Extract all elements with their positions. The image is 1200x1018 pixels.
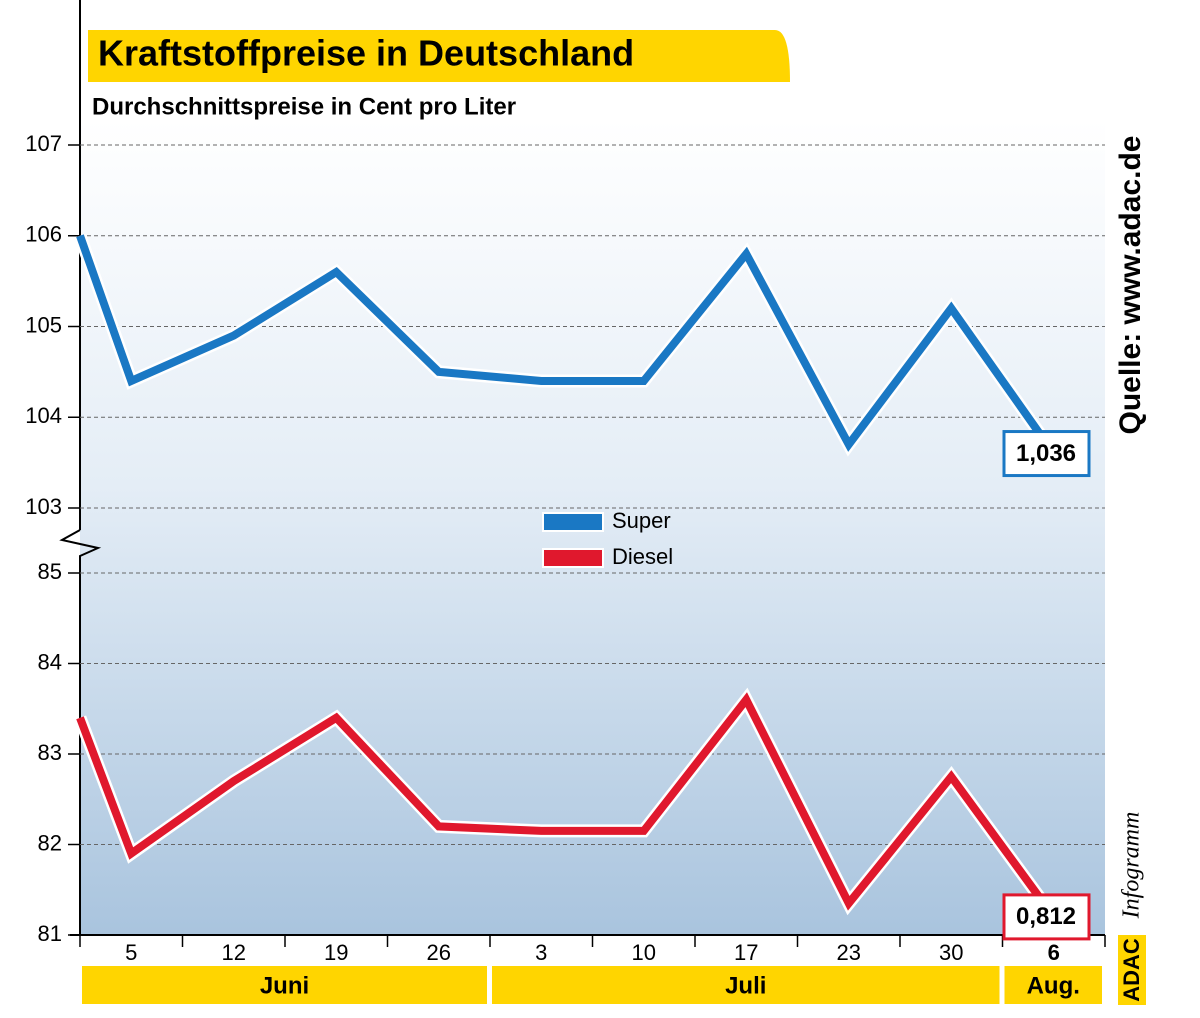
value-label: 0,812 xyxy=(1016,903,1076,930)
x-tick-label: 3 xyxy=(535,940,547,965)
y-tick-label: 105 xyxy=(25,312,62,337)
legend-label: Super xyxy=(612,508,671,533)
month-band xyxy=(82,966,487,1004)
month-label: Aug. xyxy=(1027,972,1080,999)
x-tick-label: 23 xyxy=(837,940,861,965)
x-tick-label: 6 xyxy=(1048,940,1060,965)
series-line xyxy=(76,692,1057,920)
value-label-box xyxy=(1002,893,1091,941)
y-tick-label: 81 xyxy=(38,921,62,946)
y-tick-label: 107 xyxy=(25,131,62,156)
y-tick-label: 85 xyxy=(38,559,62,584)
y-axis-break xyxy=(59,529,102,935)
month-label: Juni xyxy=(260,972,309,999)
x-tick-label: 19 xyxy=(324,940,348,965)
y-tick-label: 104 xyxy=(25,403,62,428)
value-label: 1,036 xyxy=(1016,440,1076,467)
brand-box xyxy=(1118,935,1146,1005)
x-tick-label: 17 xyxy=(734,940,758,965)
y-tick-label: 84 xyxy=(38,649,62,674)
y-tick-label: 106 xyxy=(25,222,62,247)
legend-swatch xyxy=(542,548,604,568)
title-box xyxy=(88,30,790,82)
legend-swatch xyxy=(542,512,604,532)
month-band xyxy=(1004,966,1102,1004)
y-tick-label: 83 xyxy=(38,740,62,765)
x-tick-label: 30 xyxy=(939,940,963,965)
brand-suffix: Infogramm xyxy=(1119,812,1145,920)
legend-label: Diesel xyxy=(612,544,673,569)
x-tick-label: 10 xyxy=(632,940,656,965)
x-tick-label: 5 xyxy=(125,940,137,965)
month-band xyxy=(492,966,1000,1004)
value-label-box xyxy=(1002,430,1091,478)
month-label: Juli xyxy=(725,972,766,999)
source: Quelle: www.adac.de xyxy=(1114,136,1147,435)
chart-title: Kraftstoffpreise in Deutschland xyxy=(98,33,634,74)
x-tick-label: 26 xyxy=(427,940,451,965)
chart-subtitle: Durchschnittspreise in Cent pro Liter xyxy=(92,93,516,120)
y-tick-label: 103 xyxy=(25,494,62,519)
x-tick-label: 12 xyxy=(222,940,246,965)
y-tick-label: 82 xyxy=(38,830,62,855)
series-line xyxy=(76,234,1058,456)
brand: ADAC xyxy=(1119,938,1144,1002)
